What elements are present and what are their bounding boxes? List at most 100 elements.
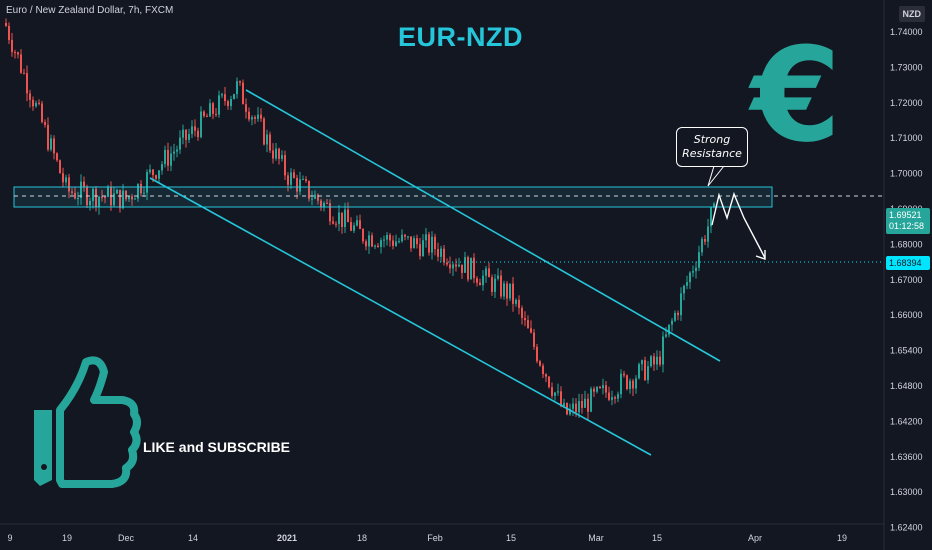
candle-body — [620, 373, 622, 395]
candle-body — [683, 285, 685, 294]
candle-body — [419, 244, 421, 257]
candle-body — [575, 403, 577, 413]
candle-body — [557, 391, 559, 393]
candle-body — [296, 177, 298, 192]
candle-body — [671, 320, 673, 325]
candle-body — [434, 236, 436, 250]
candle-body — [542, 365, 544, 375]
candle-body — [527, 320, 529, 329]
candle-body — [233, 94, 235, 100]
candle-body — [179, 137, 181, 150]
candle-body — [551, 387, 553, 396]
candle-body — [197, 130, 199, 138]
candle-body — [503, 283, 505, 297]
candle-body — [635, 378, 637, 389]
candle-body — [476, 278, 478, 283]
candle-body — [590, 388, 592, 412]
x-tick-label: 9 — [7, 533, 12, 543]
y-tick-label: 1.64800 — [890, 381, 923, 391]
x-tick-label: Mar — [588, 533, 604, 543]
candle-body — [203, 111, 205, 117]
candle-body — [581, 401, 583, 408]
channel-lower-line — [149, 177, 652, 456]
candle-body — [593, 388, 595, 392]
x-tick-label: 15 — [506, 533, 516, 543]
candle-body — [8, 25, 10, 40]
candle-body — [266, 134, 268, 145]
candle-body — [383, 239, 385, 241]
candle-body — [710, 207, 712, 227]
candle-body — [347, 209, 349, 223]
candle-body — [176, 149, 178, 152]
candle-body — [713, 203, 715, 208]
chart-drawings — [13, 89, 884, 456]
candle-body — [545, 374, 547, 377]
candle-body — [209, 103, 211, 117]
candle-body — [125, 190, 127, 200]
currency-badge[interactable]: NZD — [898, 6, 925, 22]
candle-body — [569, 408, 571, 415]
candle-body — [89, 200, 91, 206]
candle-body — [338, 212, 340, 225]
candle-body — [260, 114, 262, 119]
candle-body — [326, 202, 328, 204]
candle-body — [455, 264, 457, 267]
candle-body — [353, 225, 355, 231]
y-tick-label: 1.63000 — [890, 487, 923, 497]
candle-body — [188, 134, 190, 140]
x-tick-label: Feb — [427, 533, 443, 543]
candle-body — [224, 94, 226, 102]
candle-body — [491, 277, 493, 292]
candle-body — [515, 299, 517, 304]
y-tick-label: 1.67000 — [890, 275, 923, 285]
y-tick-label: 1.73000 — [890, 62, 923, 72]
svg-text:€: € — [748, 19, 841, 171]
current-price-label: 1.69521 01:12:58 — [886, 208, 930, 234]
candle-body — [329, 203, 331, 222]
candle-body — [386, 234, 388, 240]
resistance-zone — [13, 186, 773, 208]
x-tick-label: 18 — [357, 533, 367, 543]
candle-body — [230, 99, 232, 107]
candle-body — [689, 272, 691, 283]
candle-body — [494, 278, 496, 292]
candle-body — [650, 356, 652, 367]
candle-body — [50, 138, 52, 150]
candle-body — [425, 234, 427, 241]
candle-body — [371, 235, 373, 247]
candle-body — [308, 180, 310, 199]
candle-body — [701, 238, 703, 253]
candle-body — [578, 401, 580, 413]
candle-body — [11, 39, 13, 53]
candle-body — [62, 173, 64, 183]
candle-body — [17, 52, 19, 55]
candle-body — [704, 238, 706, 242]
y-tick-label: 1.74000 — [890, 27, 923, 37]
candle-body — [707, 226, 709, 242]
candle-body — [644, 360, 646, 381]
candle-body — [56, 153, 58, 161]
thumbs-up-icon — [34, 356, 141, 488]
x-tick-label: 19 — [837, 533, 847, 543]
candle-body — [461, 264, 463, 273]
candle-body — [410, 236, 412, 249]
callout-pointer — [707, 165, 725, 187]
candle-body — [446, 262, 448, 265]
candle-body — [26, 73, 28, 94]
candle-body — [356, 220, 358, 226]
like-subscribe-text: LIKE and SUBSCRIBE — [143, 439, 291, 455]
candle-body — [194, 126, 196, 131]
candle-body — [284, 155, 286, 176]
candle-body — [305, 179, 307, 181]
candle-body — [680, 293, 682, 316]
candle-body — [116, 189, 118, 194]
candle-body — [98, 196, 100, 207]
symbol-title[interactable]: Euro / New Zealand Dollar, 7h, FXCM — [6, 5, 174, 16]
candle-body — [32, 99, 34, 107]
candle-body — [146, 172, 148, 193]
candle-body — [395, 241, 397, 246]
candle-body — [44, 122, 46, 125]
candle-body — [251, 117, 253, 120]
candle-body — [416, 238, 418, 245]
